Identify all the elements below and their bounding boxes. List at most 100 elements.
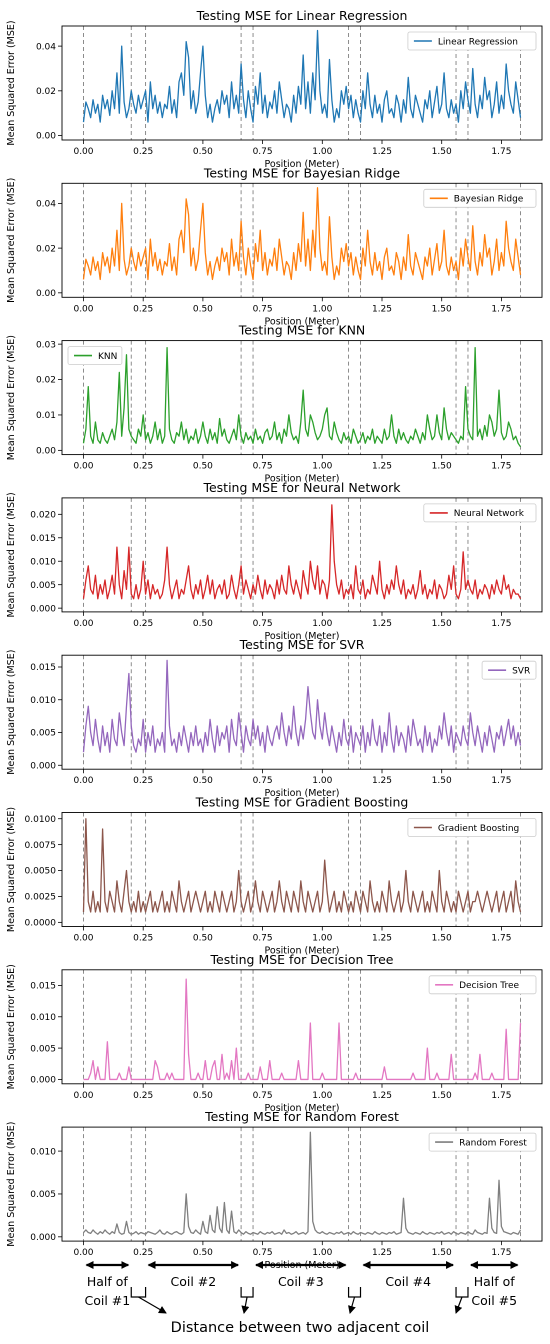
- chart-panel: Testing MSE for KNN Mean Squared Error (M…: [6, 323, 543, 485]
- y-axis-label: Mean Squared Error (MSE): [6, 807, 17, 932]
- series-line: [82, 29, 522, 123]
- y-tick-label: 0.000: [30, 761, 56, 771]
- y-tick-label: 0.010: [30, 1013, 56, 1023]
- x-axis-label: Position (Meter): [265, 159, 340, 170]
- x-tick-label: 1.25: [372, 934, 392, 944]
- x-tick-label: 1.50: [432, 1091, 452, 1101]
- x-tick-label: 1.50: [432, 304, 452, 314]
- x-tick-label: 1.75: [491, 1091, 511, 1101]
- legend: Gradient Boosting: [407, 818, 537, 837]
- y-tick-label: 0.005: [30, 1044, 56, 1054]
- y-tick-label: 0.03: [36, 340, 56, 350]
- series-line: [83, 1131, 522, 1235]
- y-tick-label: 0.005: [30, 729, 56, 739]
- chart-panel: Testing MSE for Linear Regression Mean Sq…: [6, 8, 543, 170]
- x-tick-label: 1.50: [432, 1248, 452, 1258]
- legend-box: [407, 818, 537, 837]
- legend-label: SVR: [512, 667, 530, 677]
- x-tick-label: 1.50: [432, 934, 452, 944]
- chart-title: Testing MSE for SVR: [239, 637, 365, 652]
- x-tick-label: 0.50: [193, 934, 213, 944]
- x-axis-label: Position (Meter): [265, 631, 340, 642]
- x-tick-label: 0.00: [73, 934, 93, 944]
- series-line: [82, 659, 522, 753]
- x-tick-label: 0.50: [193, 304, 213, 314]
- x-tick-label: 0.75: [253, 147, 273, 157]
- gap-pointer-arrow: [241, 1296, 250, 1314]
- series-line: [82, 347, 522, 448]
- x-tick-label: 1.00: [312, 1248, 332, 1258]
- x-tick-label: 1.50: [432, 462, 452, 472]
- chart-panel: Testing MSE for Bayesian Ridge Mean Squar…: [6, 165, 543, 327]
- legend-box: [428, 975, 537, 995]
- chart-panel: Testing MSE for Random Forest Mean Square…: [6, 1109, 543, 1271]
- x-tick-label: 1.25: [372, 304, 392, 314]
- x-tick-label: 1.75: [491, 934, 511, 944]
- footer-caption: Distance between two adjacent coil: [171, 1320, 430, 1336]
- plot-frame: [61, 654, 543, 770]
- y-axis-label: Mean Squared Error (MSE): [6, 650, 17, 775]
- y-axis-label: Mean Squared Error (MSE): [6, 492, 17, 617]
- legend: Decision Tree: [428, 975, 537, 995]
- gap-pointer-arrow: [138, 1296, 167, 1314]
- x-tick-label: 1.75: [491, 304, 511, 314]
- y-tick-label: 0.005: [30, 1190, 56, 1200]
- x-tick-label: 0.25: [133, 462, 153, 472]
- x-axis-label: Position (Meter): [265, 788, 340, 799]
- x-tick-label: 1.75: [491, 1248, 511, 1258]
- segment-label-line2: Coil #5: [471, 1293, 517, 1308]
- x-tick-label: 1.75: [491, 776, 511, 786]
- legend-box: [407, 31, 537, 51]
- x-tick-label: 0.50: [193, 776, 213, 786]
- gap-pointer-arrow: [348, 1296, 356, 1314]
- plot-frame: [61, 497, 543, 613]
- x-tick-label: 1.25: [372, 1248, 392, 1258]
- gap-bracket: [455, 1287, 469, 1298]
- x-tick-label: 0.75: [253, 934, 273, 944]
- legend-label: Decision Tree: [459, 981, 519, 991]
- y-tick-label: 0.00: [36, 447, 56, 457]
- x-tick-label: 0.25: [133, 619, 153, 629]
- legend-label: Gradient Boosting: [438, 824, 519, 834]
- x-tick-label: 0.50: [193, 1248, 213, 1258]
- y-tick-label: 0.0025: [25, 893, 57, 903]
- x-tick-label: 0.00: [73, 1091, 93, 1101]
- y-tick-label: 0.015: [30, 663, 56, 673]
- legend: Random Forest: [428, 1132, 537, 1152]
- x-tick-label: 0.00: [73, 147, 93, 157]
- legend-box: [67, 346, 123, 366]
- y-tick-label: 0.0050: [25, 867, 57, 877]
- segment-label: Coil #4: [385, 1274, 431, 1289]
- x-tick-label: 1.00: [312, 304, 332, 314]
- coil-annotation: Half of Coil #1 Coil #2 Coil #3 Coil #4 Half …: [85, 1261, 519, 1336]
- chart-panel: Testing MSE for Neural Network Mean Squar…: [6, 480, 543, 642]
- x-tick-label: 1.00: [312, 1091, 332, 1101]
- y-tick-label: 0.010: [30, 1147, 56, 1157]
- x-tick-label: 0.75: [253, 304, 273, 314]
- segment-label: Coil #3: [278, 1274, 324, 1289]
- chart-title: Testing MSE for KNN: [238, 323, 366, 338]
- y-tick-label: 0.04: [36, 42, 56, 52]
- x-tick-label: 1.75: [491, 462, 511, 472]
- x-axis-label: Position (Meter): [265, 474, 340, 485]
- segment-label: Coil #2: [170, 1274, 216, 1289]
- legend-box: [423, 188, 537, 208]
- legend: SVR: [481, 660, 537, 680]
- x-tick-label: 0.75: [253, 776, 273, 786]
- chart-panel: Testing MSE for Gradient Boosting Mean Sq…: [6, 795, 543, 957]
- y-axis-label: Mean Squared Error (MSE): [6, 178, 17, 303]
- series-line: [82, 187, 522, 281]
- x-tick-label: 0.75: [253, 462, 273, 472]
- gap-bracket: [240, 1287, 254, 1298]
- y-tick-label: 0.000: [30, 1076, 56, 1086]
- legend-label: Linear Regression: [438, 37, 518, 47]
- y-tick-label: 0.015: [30, 534, 56, 544]
- y-axis-label: Mean Squared Error (MSE): [6, 964, 17, 1089]
- x-tick-label: 0.25: [133, 1248, 153, 1258]
- segment-label-line1: Half of: [87, 1274, 129, 1289]
- x-tick-label: 1.25: [372, 1091, 392, 1101]
- x-tick-label: 0.50: [193, 1091, 213, 1101]
- x-tick-label: 1.50: [432, 776, 452, 786]
- x-tick-label: 0.75: [253, 1248, 273, 1258]
- x-tick-label: 0.25: [133, 934, 153, 944]
